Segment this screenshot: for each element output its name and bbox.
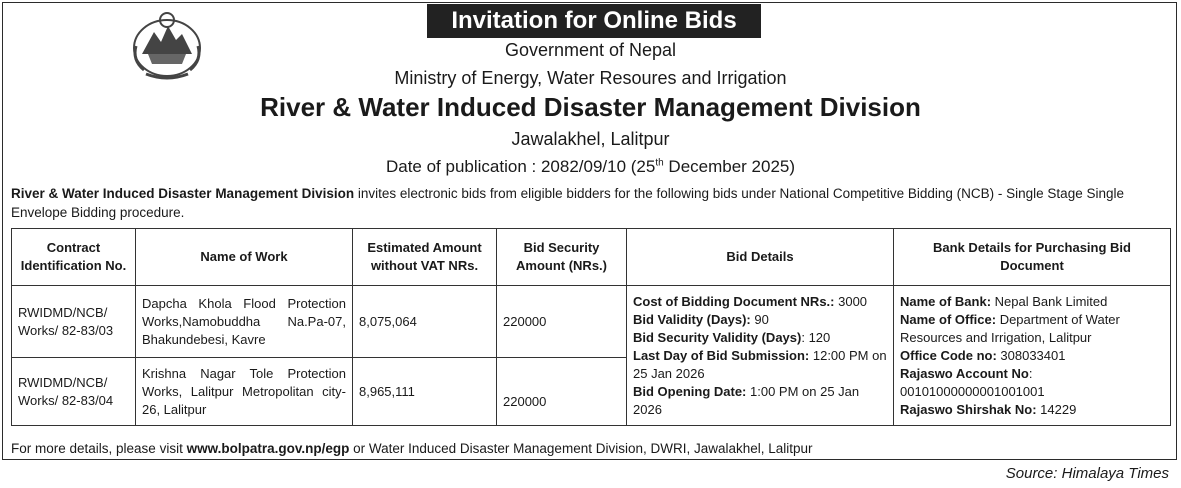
publication-date: Date of publication : 2082/09/10 (25th D…	[385, 157, 796, 176]
bank-details-cell: Name of Bank: Nepal Bank Limited Name of…	[893, 285, 1171, 426]
intro-division: River & Water Induced Disaster Managemen…	[11, 186, 355, 201]
header-estimated-amount: Estimated Amount without VAT NRs.	[352, 228, 497, 286]
table-row: RWIDMD/NCB/ Works/ 82-83/03 Dapcha Khola…	[11, 285, 1171, 426]
last-day-line: Last Day of Bid Submission: 12:00 PM on …	[633, 347, 887, 381]
bank-name-line: Name of Bank: Nepal Bank Limited	[900, 293, 1108, 309]
footer-details: For more details, please visit www.bolpa…	[11, 441, 813, 456]
security-validity-line: Bid Security Validity (Days): 120	[633, 329, 831, 345]
source-credit: Source: Himalaya Times	[1005, 465, 1169, 482]
account-line: Rajaswo Account No: 00101000000001001001	[900, 365, 1045, 399]
opening-line: Bid Opening Date: 1:00 PM on 25 Jan 2026	[633, 383, 860, 417]
bids-table: Contract Identification No. Name of Work…	[11, 228, 1171, 426]
name-of-work-cell: Krishna Nagar Tole Protection Works, Lal…	[135, 357, 353, 426]
bid-security-cell: 220000	[496, 285, 627, 358]
banner-title: Invitation for Online Bids	[427, 4, 761, 38]
intro-paragraph: River & Water Induced Disaster Managemen…	[11, 184, 1171, 222]
table-row: RWIDMD/NCB/ Works/ 82-83/04 Krishna Naga…	[11, 357, 1171, 426]
government-name: Government of Nepal	[504, 40, 677, 60]
header-bank-details: Bank Details for Purchasing Bid Document	[893, 228, 1171, 286]
bid-details-cell: Cost of Bidding Document NRs.: 3000 Bid …	[626, 285, 894, 426]
cost-line: Cost of Bidding Document NRs.: 3000	[633, 293, 868, 309]
estimated-amount-cell: 8,965,111	[352, 357, 497, 426]
header-bid-details: Bid Details	[626, 228, 894, 286]
division-name: River & Water Induced Disaster Managemen…	[260, 92, 921, 122]
nepal-emblem-icon	[133, 12, 201, 80]
validity-line: Bid Validity (Days): 90	[633, 311, 769, 327]
contract-id-cell: RWIDMD/NCB/ Works/ 82-83/04	[11, 357, 136, 426]
header-bid-security: Bid Security Amount (NRs.)	[496, 228, 627, 286]
bolpatra-link[interactable]: www.bolpatra.gov.np/egp	[186, 441, 350, 456]
notice-frame	[2, 2, 1177, 460]
contract-id-cell: RWIDMD/NCB/ Works/ 82-83/03	[11, 285, 136, 358]
shirshak-line: Rajaswo Shirshak No: 14229	[900, 401, 1077, 417]
office-location: Jawalakhel, Lalitpur	[511, 129, 670, 149]
header-name-of-work: Name of Work	[135, 228, 353, 286]
bid-security-cell: 220000	[496, 357, 627, 426]
office-name-line: Name of Office: Department of Water Reso…	[900, 311, 1120, 345]
ministry-name: Ministry of Energy, Water Resoures and I…	[394, 68, 787, 88]
estimated-amount-cell: 8,075,064	[352, 285, 497, 358]
table-header-row: Contract Identification No. Name of Work…	[11, 228, 1171, 286]
intro-text: invites electronic bids from eligible bi…	[11, 186, 1124, 220]
header-contract-id: Contract Identification No.	[11, 228, 136, 286]
office-code-line: Office Code no: 308033401	[900, 347, 1066, 363]
name-of-work-cell: Dapcha Khola Flood Protection Works,Namo…	[135, 285, 353, 358]
